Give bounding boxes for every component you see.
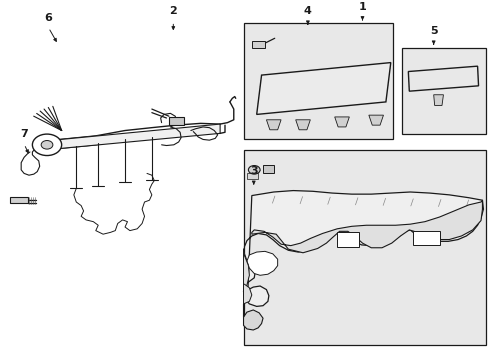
Circle shape bbox=[41, 140, 53, 149]
Bar bbox=[401, 48, 485, 134]
Polygon shape bbox=[336, 233, 358, 247]
Polygon shape bbox=[407, 66, 478, 91]
Circle shape bbox=[32, 134, 61, 156]
Polygon shape bbox=[251, 200, 482, 253]
Bar bbox=[246, 174, 257, 179]
Text: 7: 7 bbox=[20, 129, 28, 139]
Bar bbox=[243, 150, 485, 345]
Text: 3: 3 bbox=[249, 166, 257, 176]
Polygon shape bbox=[412, 231, 439, 245]
Bar bbox=[10, 197, 28, 203]
Bar bbox=[168, 117, 183, 125]
Polygon shape bbox=[256, 63, 390, 114]
Polygon shape bbox=[243, 284, 251, 304]
Polygon shape bbox=[42, 124, 220, 150]
Polygon shape bbox=[243, 304, 263, 330]
Polygon shape bbox=[433, 95, 443, 105]
Bar bbox=[251, 41, 265, 48]
Text: 1: 1 bbox=[358, 2, 366, 12]
Text: 2: 2 bbox=[169, 6, 177, 17]
Polygon shape bbox=[263, 165, 273, 174]
Polygon shape bbox=[266, 120, 281, 130]
Polygon shape bbox=[243, 248, 249, 289]
Bar bbox=[243, 23, 392, 139]
Polygon shape bbox=[295, 120, 310, 130]
Text: 6: 6 bbox=[44, 13, 52, 23]
Text: 4: 4 bbox=[304, 6, 311, 17]
Text: 5: 5 bbox=[429, 26, 437, 36]
Circle shape bbox=[248, 166, 260, 174]
Polygon shape bbox=[243, 190, 483, 306]
Polygon shape bbox=[246, 251, 277, 275]
Polygon shape bbox=[368, 115, 383, 125]
Polygon shape bbox=[334, 117, 348, 127]
